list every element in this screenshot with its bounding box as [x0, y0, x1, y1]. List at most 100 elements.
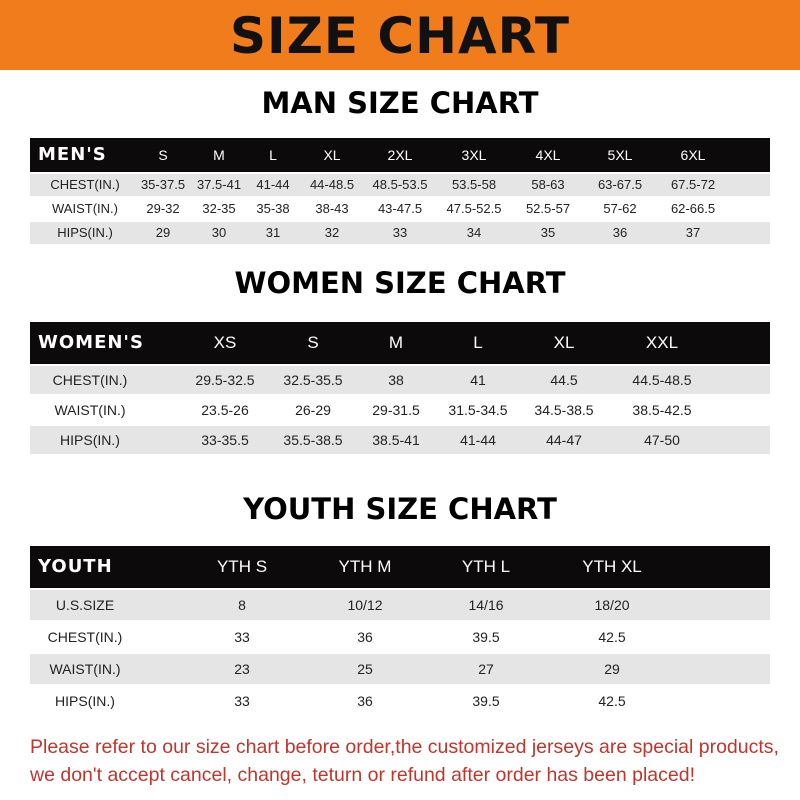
table-cell: 63-67.5: [597, 177, 643, 192]
table-cell: 33: [392, 225, 408, 240]
table-cell: 43-47.5: [377, 201, 423, 216]
table-cell: 35-38: [256, 201, 290, 216]
table-cell: 41: [470, 372, 486, 388]
table-cell: 33: [234, 629, 250, 645]
table-cell: 39.5: [472, 693, 500, 709]
table-cell: 36: [357, 693, 373, 709]
size-column-header: S: [307, 333, 319, 352]
table-cell: 57-62: [603, 201, 637, 216]
table-row: WAIST(IN.) 29-32 32-35 35-38 38-43 43-47.5 47.…: [30, 198, 770, 220]
size-column-header: YTH XL: [582, 557, 642, 576]
table-row: CHEST(IN.) 29.5-32.5 32.5-35.5 38 41 44.5 44.5…: [30, 366, 770, 394]
table-cell: 48.5-53.5: [372, 177, 428, 192]
table-cell: 47-50: [644, 432, 680, 448]
size-column-header: YTH L: [461, 557, 511, 576]
table-cell: 14/16: [468, 597, 504, 613]
table-row: HIPS(IN.) 29 30 31 32 33 34 35 36 37: [30, 222, 770, 244]
size-column-header: YTH S: [216, 557, 268, 576]
table-cell: 39.5: [472, 629, 500, 645]
table-cell: 36: [357, 629, 373, 645]
table-cell: 29-32: [146, 201, 180, 216]
table-cell: 35: [540, 225, 556, 240]
size-column-header: M: [213, 147, 225, 163]
table-header-row: WOMEN'S XS S M L XL XXL: [30, 322, 770, 364]
women-chart-title: WOMEN SIZE CHART: [234, 266, 566, 300]
table-cell: 10/12: [347, 597, 383, 613]
row-label: CHEST(IN.): [47, 629, 123, 645]
row-label: HIPS(IN.): [57, 225, 113, 240]
table-cell: 53.5-58: [451, 177, 497, 192]
row-label: U.S.SIZE: [55, 597, 115, 613]
table-cell: 36: [612, 225, 628, 240]
table-cell: 44.5-48.5: [632, 372, 692, 388]
table-cell: 29: [155, 225, 171, 240]
table-cell: 27: [478, 661, 494, 677]
table-row: HIPS(IN.) 33-35.5 35.5-38.5 38.5-41 41-44 44-…: [30, 426, 770, 454]
table-cell: 34: [466, 225, 482, 240]
table-cell: 35-37.5: [140, 177, 186, 192]
table-cell: 44.5: [550, 372, 578, 388]
youth-chart-title: YOUTH SIZE CHART: [243, 492, 557, 526]
size-column-header: 3XL: [461, 147, 487, 163]
row-label: WAIST(IN.): [52, 201, 118, 216]
table-cell: 33-35.5: [201, 432, 249, 448]
table-cell: 31.5-34.5: [448, 402, 508, 418]
size-column-header: XL: [553, 333, 575, 352]
table-cell: 47.5-52.5: [446, 201, 502, 216]
table-cell: 25: [357, 661, 373, 677]
order-note-line-1: Please refer to our size chart before or…: [30, 736, 779, 758]
table-heading: YOUTH: [38, 556, 113, 577]
table-cell: 62-66.5: [670, 201, 716, 216]
banner-title: SIZE CHART: [229, 7, 571, 65]
table-cell: 29-31.5: [372, 402, 420, 418]
size-column-header: L: [473, 333, 483, 352]
row-label: HIPS(IN.): [60, 432, 120, 448]
table-cell: 23: [234, 661, 250, 677]
table-cell: 41-44: [256, 177, 290, 192]
table-cell: 26-29: [295, 402, 331, 418]
size-column-header: M: [388, 333, 404, 352]
table-cell: 32: [324, 225, 340, 240]
size-column-header: 4XL: [535, 147, 561, 163]
table-cell: 58-63: [531, 177, 565, 192]
table-heading: MEN'S: [38, 144, 107, 165]
size-column-header: XL: [323, 147, 341, 163]
table-cell: 52.5-57: [525, 201, 571, 216]
table-cell: 23.5-26: [201, 402, 249, 418]
table-row: CHEST(IN.) 33 36 39.5 42.5: [30, 622, 770, 652]
table-header-row: MEN'S S M L XL 2XL 3XL 4XL 5XL 6XL: [30, 138, 770, 172]
women-size-table: WOMEN'S XS S M L XL XXL CHEST(IN.) 29.5-32.5 32.5…: [30, 322, 770, 454]
size-column-header: YTH M: [338, 557, 392, 576]
row-label: CHEST(IN.): [52, 372, 128, 388]
size-column-header: 5XL: [607, 147, 633, 163]
table-cell: 30: [211, 225, 227, 240]
youth-size-table: YOUTH YTH S YTH M YTH L YTH XL U.S.SIZE 8 10/12…: [30, 546, 770, 716]
table-header-row: YOUTH YTH S YTH M YTH L YTH XL: [30, 546, 770, 588]
table-cell: 35.5-38.5: [283, 432, 343, 448]
table-row: WAIST(IN.) 23.5-26 26-29 29-31.5 31.5-34.5 34…: [30, 396, 770, 424]
table-cell: 42.5: [598, 693, 626, 709]
size-column-header: L: [269, 147, 277, 163]
table-heading: WOMEN'S: [38, 332, 144, 353]
size-column-header: 2XL: [387, 147, 413, 163]
table-cell: 32-35: [202, 201, 236, 216]
table-row: WAIST(IN.) 23 25 27 29: [30, 654, 770, 684]
table-cell: 44-47: [546, 432, 582, 448]
table-cell: 29: [604, 661, 620, 677]
table-cell: 44-48.5: [309, 177, 355, 192]
table-cell: 18/20: [594, 597, 630, 613]
size-column-header: 6XL: [680, 147, 706, 163]
size-column-header: XXL: [645, 333, 679, 352]
table-cell: 38.5-41: [372, 432, 420, 448]
table-row: CHEST(IN.) 35-37.5 37.5-41 41-44 44-48.5 48.5…: [30, 174, 770, 196]
table-cell: 38: [388, 372, 404, 388]
table-cell: 33: [234, 693, 250, 709]
table-cell: 41-44: [460, 432, 496, 448]
table-cell: 37: [685, 225, 701, 240]
table-cell: 29.5-32.5: [195, 372, 255, 388]
row-label: CHEST(IN.): [50, 177, 120, 192]
table-cell: 38.5-42.5: [632, 402, 692, 418]
row-label: HIPS(IN.): [55, 693, 115, 709]
size-column-header: S: [158, 147, 168, 163]
table-cell: 31: [265, 225, 281, 240]
